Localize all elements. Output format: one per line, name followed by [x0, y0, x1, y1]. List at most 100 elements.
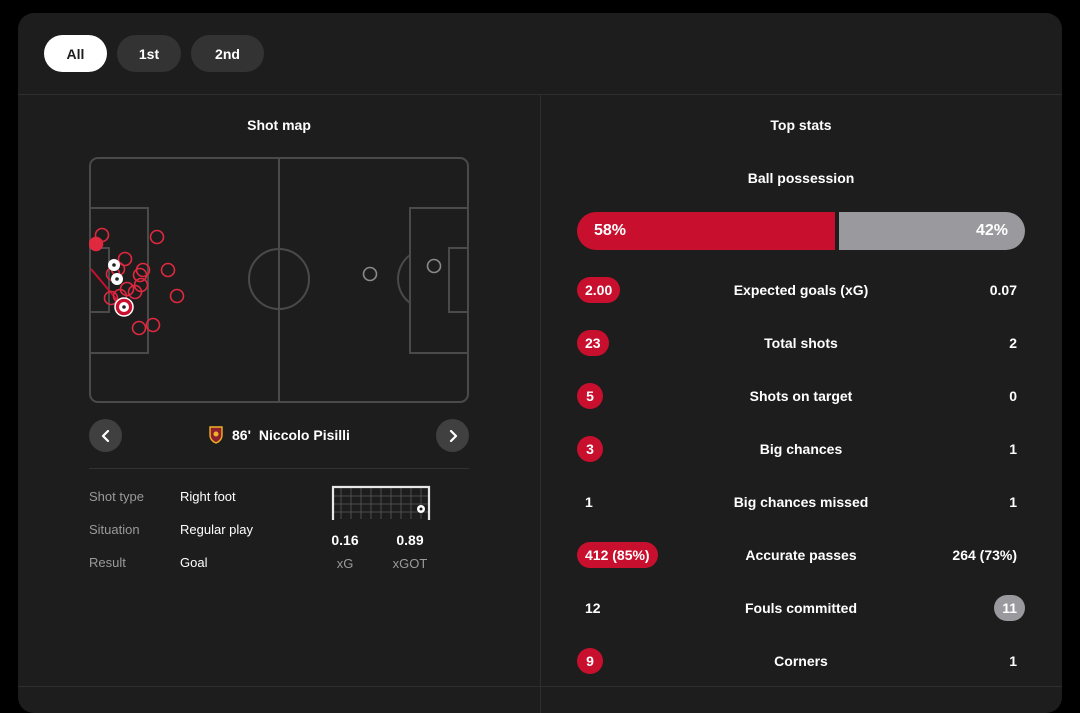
shot-marker-away [362, 266, 378, 282]
right-penalty-box [409, 207, 469, 354]
divider [89, 468, 469, 469]
right-goal-box [448, 247, 469, 313]
chevron-right-icon [449, 429, 457, 442]
stat-away-container: 2 [1001, 329, 1025, 357]
stat-home-container: 1 [577, 488, 601, 516]
shot-type-label: Shot type [89, 489, 144, 504]
stat-away-container: 1 [1001, 435, 1025, 463]
team-crest-icon [209, 426, 223, 444]
stat-row: Accurate passes 412 (85%) 264 (73%) [577, 541, 1025, 569]
shot-player-name: Niccolo Pisilli [258, 427, 350, 443]
stat-home-container: 3 [577, 435, 603, 463]
selected-shot-player: 86' Niccolo Pisilli [208, 426, 350, 444]
stat-row: Corners 9 1 [577, 647, 1025, 675]
center-circle [248, 248, 310, 310]
ball-icon-patch [122, 305, 126, 309]
stat-away-value: 0 [1009, 388, 1017, 404]
stat-label: Accurate passes [745, 547, 857, 563]
goal-frame-icon [331, 485, 431, 520]
chevron-left-icon [101, 429, 109, 442]
shot-marker-home [119, 281, 135, 297]
shot-marker-home-filled [90, 238, 102, 250]
match-stats-card: All 1st 2nd Shot map [18, 13, 1062, 713]
shot-marker-home [145, 317, 161, 333]
possession-home: 58% [577, 212, 835, 250]
shot-marker-home [132, 267, 148, 283]
next-shot-button[interactable] [436, 419, 469, 452]
shot-marker-home [103, 290, 119, 306]
stat-home-container: 23 [577, 329, 609, 357]
possession-bar: 58% 42% [577, 212, 1025, 250]
xgot-value: 0.89 [396, 532, 424, 548]
stat-home-container: 12 [577, 594, 609, 622]
stat-home-container: 412 (85%) [577, 541, 658, 569]
stat-label: Big chances missed [733, 494, 869, 510]
xg-value: 0.16 [331, 532, 359, 548]
shot-map-title: Shot map [247, 117, 311, 133]
shot-marker-home [127, 284, 143, 300]
possession-away: 42% [838, 212, 1025, 250]
shot-marker-home [169, 288, 185, 304]
period-tabs: All 1st 2nd [44, 35, 264, 72]
stat-home-value: 3 [577, 436, 603, 462]
shot-marker-home [160, 262, 176, 278]
stat-home-container: 9 [577, 647, 603, 675]
stat-home-container: 2.00 [577, 276, 621, 304]
top-stats-title: Top stats [770, 117, 832, 133]
stat-home-value: 2.00 [577, 277, 621, 303]
stat-row: Fouls committed 12 11 [577, 594, 1025, 622]
result-label: Result [89, 555, 126, 570]
stat-home-value: 9 [577, 648, 603, 674]
stat-home-container: 5 [577, 382, 603, 410]
shot-marker-home [131, 320, 147, 336]
shot-minute: 86' [232, 427, 251, 443]
situation-label: Situation [89, 522, 140, 537]
tab-2nd[interactable]: 2nd [191, 35, 264, 72]
stat-away-value: 2 [1009, 335, 1017, 351]
situation-value: Regular play [180, 522, 253, 537]
stat-away-container: 1 [1001, 488, 1025, 516]
ball-icon-patch [112, 263, 116, 267]
stat-home-value: 5 [577, 383, 603, 409]
stat-away-container: 1 [1001, 647, 1025, 675]
stat-away-container: 0 [1001, 382, 1025, 410]
stat-away-value: 1 [1009, 441, 1017, 457]
stat-label: Expected goals (xG) [733, 282, 869, 298]
result-value: Goal [180, 555, 208, 570]
stat-label: Big chances [759, 441, 843, 457]
shot-marker-home [94, 227, 110, 243]
stat-label: Fouls committed [744, 600, 857, 616]
shot-marker-home [149, 229, 165, 245]
shot-type-value: Right foot [180, 489, 236, 504]
stat-home-value: 412 (85%) [577, 542, 658, 568]
shot-marker-away [426, 258, 442, 274]
stat-label: Total shots [764, 335, 838, 351]
stat-home-value: 12 [585, 600, 601, 616]
shot-map-pitch[interactable] [89, 157, 469, 403]
stat-away-value: 1 [1009, 494, 1017, 510]
stat-label: Corners [774, 653, 828, 669]
tab-all[interactable]: All [44, 35, 107, 72]
divider [18, 94, 1062, 95]
stat-away-value: 11 [994, 595, 1025, 621]
stat-away-container: 264 (73%) [944, 541, 1025, 569]
stat-away-value: 0.07 [989, 282, 1017, 298]
tab-1st[interactable]: 1st [117, 35, 181, 72]
stat-row: Big chances 3 1 [577, 435, 1025, 463]
stat-home-value: 1 [585, 494, 593, 510]
ball-icon-patch [115, 277, 119, 281]
stat-label: Shots on target [749, 388, 853, 404]
previous-shot-button[interactable] [89, 419, 122, 452]
stat-away-container: 11 [994, 594, 1025, 622]
possession-label: Ball possession [747, 170, 855, 186]
goal-markers [108, 259, 134, 317]
divider [18, 686, 1062, 687]
stat-home-value: 23 [577, 330, 609, 356]
right-penalty-arc [397, 254, 411, 304]
stat-row: Shots on target 5 0 [577, 382, 1025, 410]
shot-marker-home [117, 251, 133, 267]
divider [540, 95, 541, 713]
stat-away-value: 264 (73%) [952, 547, 1017, 563]
stat-away-container: 0.07 [982, 276, 1025, 304]
stat-row: Total shots 23 2 [577, 329, 1025, 357]
